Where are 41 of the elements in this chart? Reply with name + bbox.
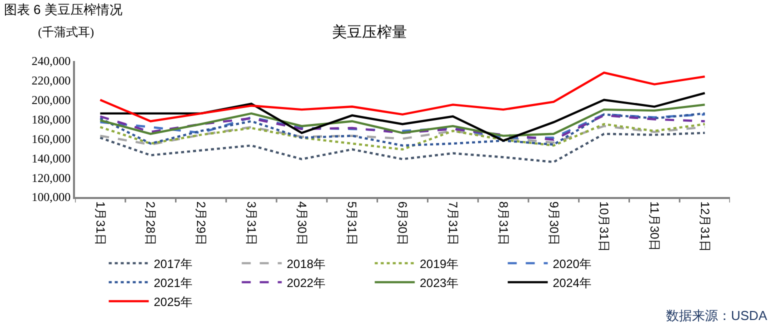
y-tick-label: 200,000 [32, 93, 71, 108]
line-series [99, 104, 706, 137]
legend-label: 2023年 [420, 276, 458, 290]
legend-label: 2022年 [286, 276, 326, 290]
y-tick-label: 220,000 [32, 74, 71, 88]
legend-label: 2020年 [552, 256, 592, 271]
x-tick-label: 4月30日 [294, 201, 309, 246]
line-series [99, 132, 706, 164]
x-tick-label: 3月31日 [244, 201, 258, 246]
chart-title: 图表 6 美豆压榨情况 [4, 2, 122, 18]
line-series [99, 123, 706, 150]
x-tick-label: 5月31日 [345, 201, 360, 246]
x-tick-label: 6月30日 [396, 201, 410, 246]
source-note: 数据来源：USDA [666, 308, 768, 323]
line-series [99, 124, 706, 146]
y-tick-label: 240,000 [32, 54, 71, 68]
x-tick-label: 2月29日 [194, 201, 208, 246]
x-tick-label: 2月28日 [144, 201, 158, 246]
x-tick-label: 11月30日 [648, 201, 662, 252]
x-tick-label: 1月31日 [93, 201, 108, 246]
x-tick-label: 9月30日 [546, 201, 561, 246]
legend-label: 2024年 [552, 276, 592, 290]
legend-label: 2021年 [154, 276, 192, 290]
y-tick-label: 140,000 [32, 151, 71, 166]
legend-label: 2025年 [154, 294, 192, 309]
y-axis-title: (千蒲式耳) [38, 25, 94, 39]
y-tick-label: 100,000 [32, 190, 71, 204]
legend-label: 2019年 [420, 256, 458, 271]
line-series [99, 112, 706, 147]
x-tick-label: 7月31日 [446, 201, 460, 246]
y-tick-label: 160,000 [32, 132, 71, 146]
legend-label: 2017年 [154, 256, 192, 271]
legend-label: 2018年 [286, 256, 326, 271]
line-series [99, 72, 706, 122]
x-tick-label: 8月31日 [496, 201, 510, 246]
line-series [99, 92, 706, 142]
y-tick-label: 120,000 [32, 170, 71, 185]
x-tick-label: 10月31日 [597, 201, 612, 252]
x-tick-label: 12月31日 [698, 201, 712, 252]
chart-subtitle: 美豆压榨量 [332, 24, 407, 41]
y-tick-label: 180,000 [32, 112, 71, 126]
